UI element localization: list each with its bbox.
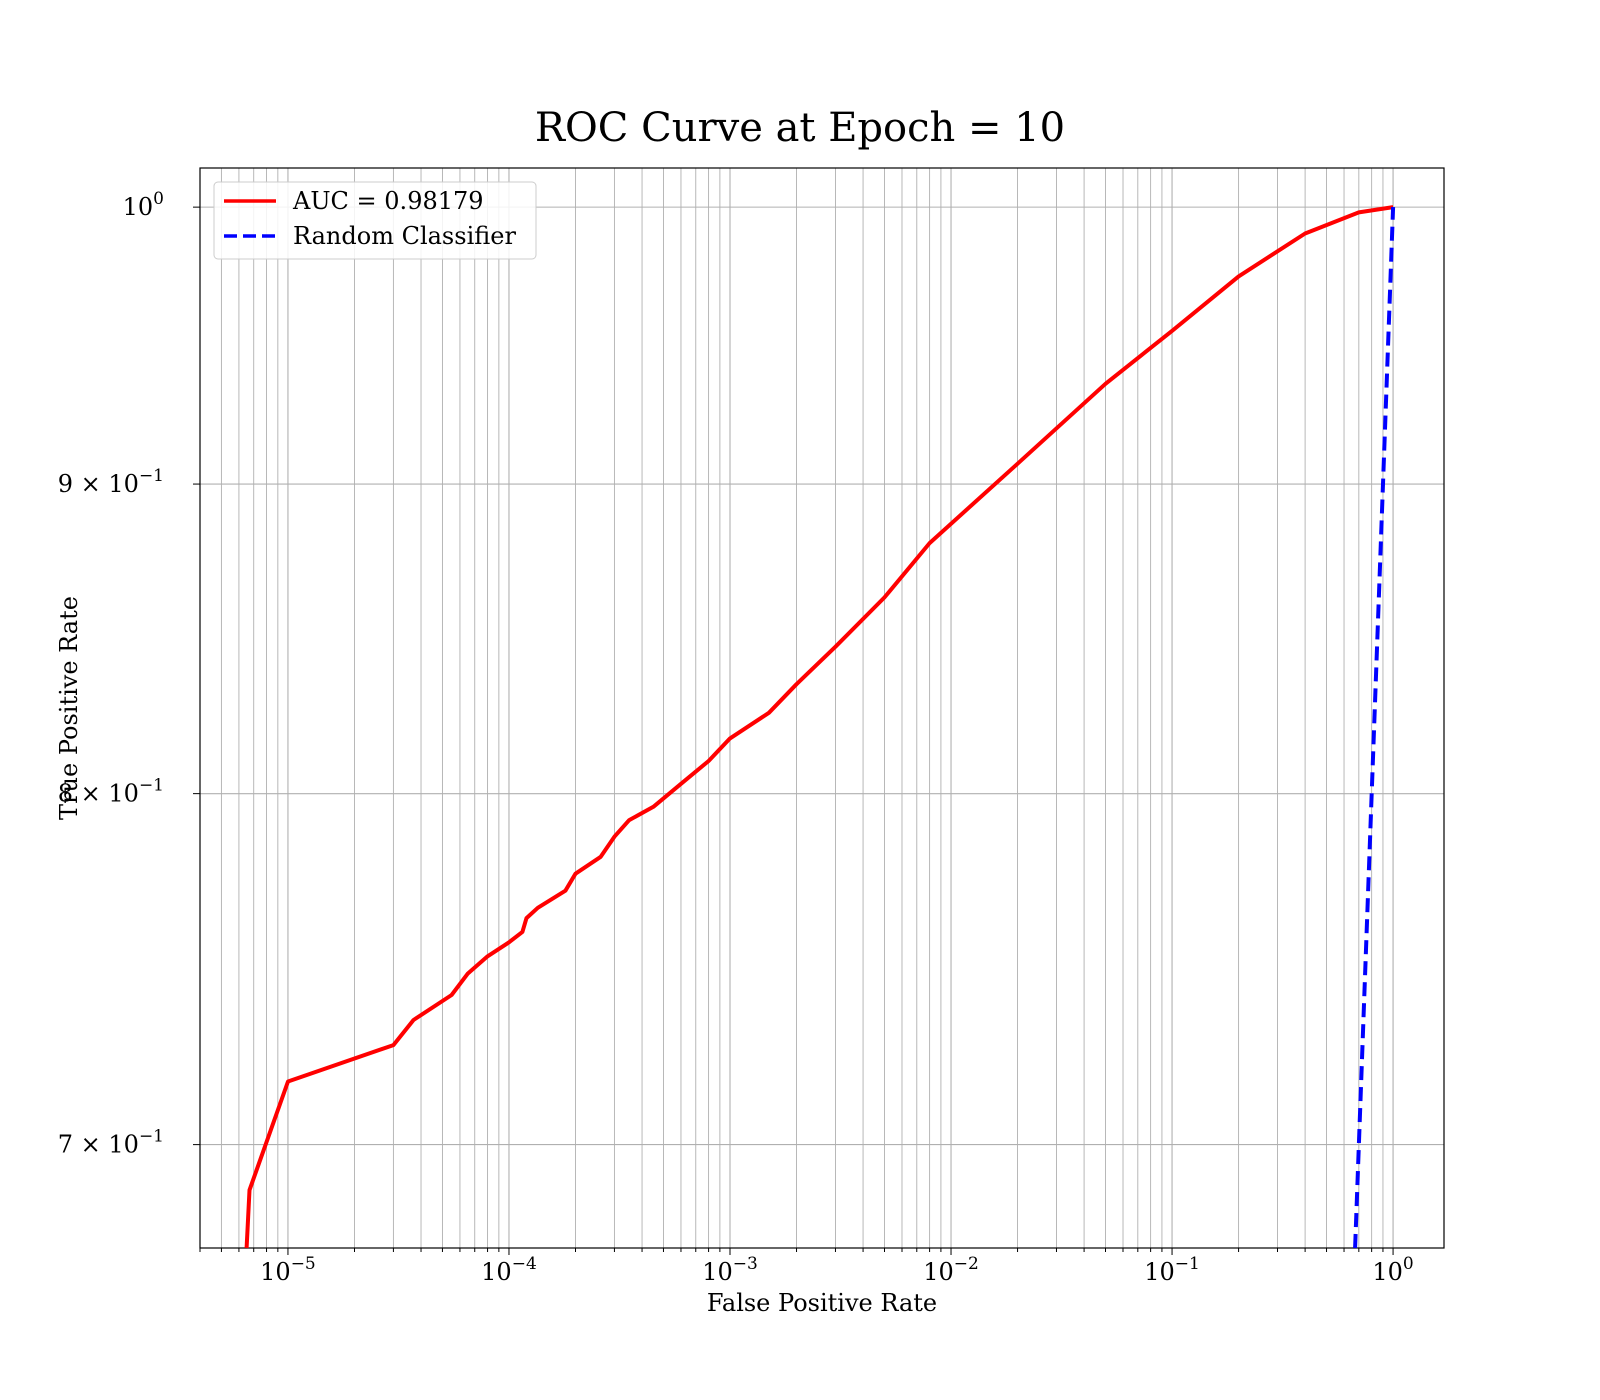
roc-curve-line bbox=[244, 205, 1394, 1249]
y-axis-label: True Positive Rate bbox=[55, 596, 83, 820]
legend: AUC = 0.98179 Random Classifier bbox=[213, 181, 537, 260]
x-tick-label: 100 bbox=[1372, 1254, 1413, 1286]
y-tick-label: 100 bbox=[123, 189, 164, 221]
x-tick-labels: 10−5 10−4 10−3 10−2 10−1 100 bbox=[260, 1254, 1414, 1286]
y-tick-label: 8 × 10−1 bbox=[58, 776, 164, 808]
x-tick-label: 10−4 bbox=[481, 1254, 537, 1286]
random-classifier-line bbox=[1353, 207, 1396, 1249]
x-axis-label: False Positive Rate bbox=[707, 1289, 937, 1317]
x-tick-label: 10−3 bbox=[702, 1254, 758, 1286]
chart-title: ROC Curve at Epoch = 10 bbox=[535, 105, 1065, 151]
legend-label-auc: AUC = 0.98179 bbox=[292, 187, 484, 215]
series-layer bbox=[244, 205, 1396, 1249]
legend-box bbox=[213, 181, 537, 260]
x-tick-label: 10−5 bbox=[260, 1254, 316, 1286]
x-tick-label: 10−1 bbox=[1144, 1254, 1200, 1286]
grid-layer bbox=[193, 168, 1444, 1255]
y-tick-label: 7 × 10−1 bbox=[58, 1127, 164, 1159]
y-tick-labels: 100 9 × 10−1 8 × 10−1 7 × 10−1 bbox=[58, 189, 164, 1158]
x-tick-label: 10−2 bbox=[923, 1254, 979, 1286]
legend-label-random: Random Classifier bbox=[293, 222, 516, 250]
y-tick-label: 9 × 10−1 bbox=[58, 466, 164, 498]
plot-area-frame bbox=[199, 167, 1445, 1249]
